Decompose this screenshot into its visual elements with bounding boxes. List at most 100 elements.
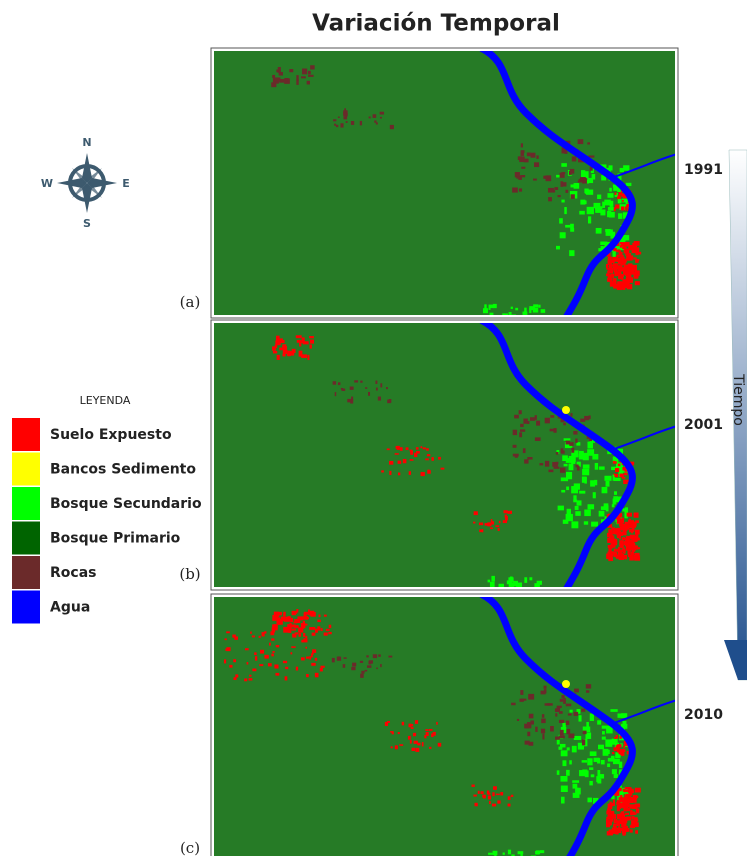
land-cover-patch bbox=[615, 467, 620, 473]
legend-swatch bbox=[12, 487, 40, 520]
land-cover-patch bbox=[308, 70, 311, 75]
land-cover-patch bbox=[607, 537, 612, 543]
land-cover-patch bbox=[607, 532, 613, 538]
land-cover-patch bbox=[558, 746, 563, 750]
land-cover-patch bbox=[612, 540, 616, 546]
land-cover-patch bbox=[616, 813, 622, 820]
land-cover-patch bbox=[571, 458, 576, 464]
land-cover-patch bbox=[359, 660, 364, 663]
land-cover-patch bbox=[521, 166, 526, 169]
time-arrow: Tiempo bbox=[724, 149, 747, 681]
land-cover-patch bbox=[619, 802, 625, 808]
land-cover-patch bbox=[597, 720, 602, 725]
land-cover-patch bbox=[425, 729, 429, 731]
land-cover-patch bbox=[379, 111, 385, 115]
land-cover-patch bbox=[536, 580, 542, 585]
land-cover-patch bbox=[613, 457, 616, 463]
land-cover-patch bbox=[584, 770, 589, 778]
land-cover-patch bbox=[609, 187, 612, 192]
land-cover-patch bbox=[623, 797, 627, 800]
land-cover-patch bbox=[484, 304, 487, 309]
land-cover-patch bbox=[526, 152, 531, 157]
land-cover-patch bbox=[582, 464, 590, 469]
land-cover-patch bbox=[319, 667, 323, 672]
land-cover-patch bbox=[563, 438, 571, 441]
land-cover-patch bbox=[627, 263, 633, 269]
land-cover-patch bbox=[344, 108, 346, 111]
land-cover-patch bbox=[593, 757, 600, 762]
land-cover-patch bbox=[278, 71, 283, 76]
land-cover-patch bbox=[267, 663, 272, 667]
land-cover-patch bbox=[250, 631, 252, 634]
land-cover-patch bbox=[617, 546, 621, 550]
land-cover-patch bbox=[607, 258, 610, 264]
land-cover-patch bbox=[502, 313, 506, 315]
land-cover-patch bbox=[487, 792, 491, 795]
land-cover-patch bbox=[409, 740, 412, 744]
land-cover-patch bbox=[554, 708, 561, 712]
land-cover-patch bbox=[609, 200, 614, 207]
land-cover-patch bbox=[562, 519, 569, 524]
land-cover-patch bbox=[594, 462, 599, 470]
land-cover-patch bbox=[557, 505, 564, 511]
land-cover-patch bbox=[633, 512, 639, 518]
land-cover-patch bbox=[607, 274, 612, 280]
land-cover-patch bbox=[302, 68, 308, 75]
legend-label: Bosque Primario bbox=[50, 531, 181, 547]
land-cover-patch bbox=[612, 263, 618, 269]
land-cover-patch bbox=[621, 267, 626, 272]
land-cover-patch bbox=[618, 283, 624, 290]
land-cover-patch bbox=[571, 450, 579, 458]
land-cover-patch bbox=[318, 614, 321, 618]
land-cover-patch bbox=[608, 547, 612, 554]
land-cover-patch bbox=[617, 787, 622, 792]
land-cover-patch bbox=[518, 410, 522, 415]
land-cover-patch bbox=[289, 69, 294, 73]
land-cover-patch bbox=[563, 422, 566, 426]
land-cover-patch bbox=[598, 744, 604, 750]
land-cover-patch bbox=[621, 198, 628, 203]
land-cover-patch bbox=[487, 522, 492, 527]
land-cover-patch bbox=[471, 784, 475, 787]
land-cover-patch bbox=[607, 757, 613, 762]
land-cover-patch bbox=[623, 817, 628, 821]
land-cover-patch bbox=[606, 810, 611, 815]
land-cover-patch bbox=[282, 346, 288, 350]
land-cover-patch bbox=[595, 208, 602, 213]
land-cover-patch bbox=[259, 664, 264, 667]
land-cover-patch bbox=[306, 674, 309, 678]
land-cover-patch bbox=[628, 540, 635, 545]
land-cover-patch bbox=[606, 820, 609, 825]
land-cover-patch bbox=[350, 121, 355, 125]
land-cover-patch bbox=[533, 304, 539, 308]
land-cover-patch bbox=[628, 244, 633, 251]
land-cover-patch bbox=[391, 732, 394, 735]
land-cover-patch bbox=[289, 351, 295, 356]
land-cover-patch bbox=[624, 242, 630, 247]
land-cover-patch bbox=[390, 731, 394, 733]
land-cover-patch bbox=[535, 850, 540, 855]
land-cover-patch bbox=[611, 551, 617, 555]
land-cover-patch bbox=[597, 194, 602, 200]
land-cover-patch bbox=[605, 229, 613, 236]
land-cover-patch bbox=[634, 529, 640, 535]
land-cover-patch bbox=[606, 726, 613, 734]
land-cover-patch bbox=[605, 739, 613, 747]
title: Variación Temporal bbox=[312, 11, 560, 37]
land-cover-patch bbox=[573, 495, 577, 502]
land-cover-patch bbox=[611, 466, 617, 471]
land-cover-patch bbox=[628, 269, 632, 275]
land-cover-patch bbox=[409, 449, 413, 452]
land-cover-patch bbox=[564, 442, 573, 449]
land-cover-patch bbox=[302, 341, 309, 345]
land-cover-patch bbox=[611, 504, 615, 508]
land-cover-patch bbox=[582, 730, 587, 735]
land-cover-patch bbox=[624, 282, 630, 289]
land-cover-patch bbox=[275, 672, 280, 676]
land-cover-patch bbox=[489, 312, 494, 315]
land-cover-patch bbox=[414, 720, 419, 724]
land-cover-patch bbox=[589, 713, 594, 721]
land-cover-patch bbox=[314, 628, 318, 633]
land-cover-patch bbox=[613, 266, 618, 272]
map-content bbox=[271, 51, 675, 315]
